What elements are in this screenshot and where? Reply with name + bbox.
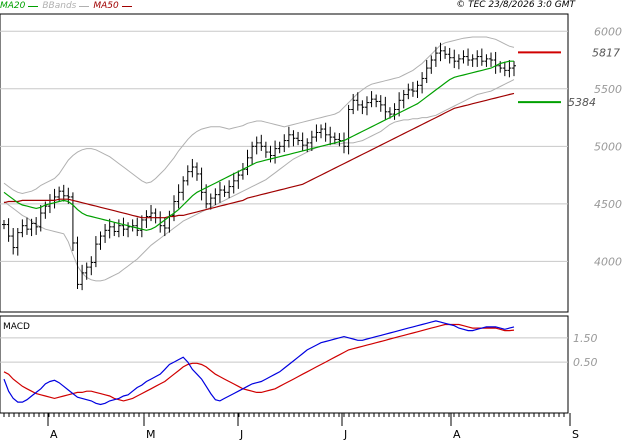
ma50-line (3, 92, 515, 219)
price-tick-label: 4000 (594, 255, 622, 268)
resistance-level-label: 5817 (592, 46, 620, 59)
ma20-line (3, 60, 514, 231)
bband-upper-line (3, 36, 515, 195)
x-month-label: A (453, 428, 461, 440)
macd-panel-frame (0, 315, 569, 414)
legend-ma50-label: MA50 (93, 1, 119, 11)
macd-tick-label: 1.50 (573, 332, 598, 345)
x-month-label: J (239, 428, 243, 440)
x-month-label: M (146, 428, 156, 440)
price-tick-label: 5500 (594, 83, 622, 96)
x-month-label: J (343, 428, 347, 440)
macd-signal-line (3, 323, 515, 402)
x-month-label: A (50, 428, 58, 440)
legend-ma50-swatch (121, 5, 132, 7)
legend-bbands-swatch (79, 5, 90, 7)
price-tick-label: 5000 (594, 140, 622, 153)
price-tick-label: 4500 (594, 198, 622, 211)
legend-bbands-label: BBands (42, 1, 77, 11)
legend-item-ma20: MA20 (0, 1, 39, 11)
macd-line (3, 320, 515, 406)
legend-item-bbands: BBands (42, 1, 90, 11)
legend-ma20-label: MA20 (0, 1, 26, 11)
support-level-label: 5384 (568, 96, 596, 109)
copyright-text: © TEC 23/8/2026 3:0 GMT (456, 0, 575, 10)
bband-lower-line (3, 79, 515, 282)
legend-ma20-swatch (28, 5, 39, 7)
legend-item-ma50: MA50 (93, 1, 132, 11)
macd-tick-label: 0.50 (573, 356, 598, 369)
macd-title: MACD (3, 322, 30, 332)
legend: MA20 BBands MA50 (0, 0, 132, 12)
price-panel-frame (0, 13, 569, 313)
x-month-label: S (572, 428, 579, 440)
price-tick-label: 6000 (594, 25, 622, 38)
